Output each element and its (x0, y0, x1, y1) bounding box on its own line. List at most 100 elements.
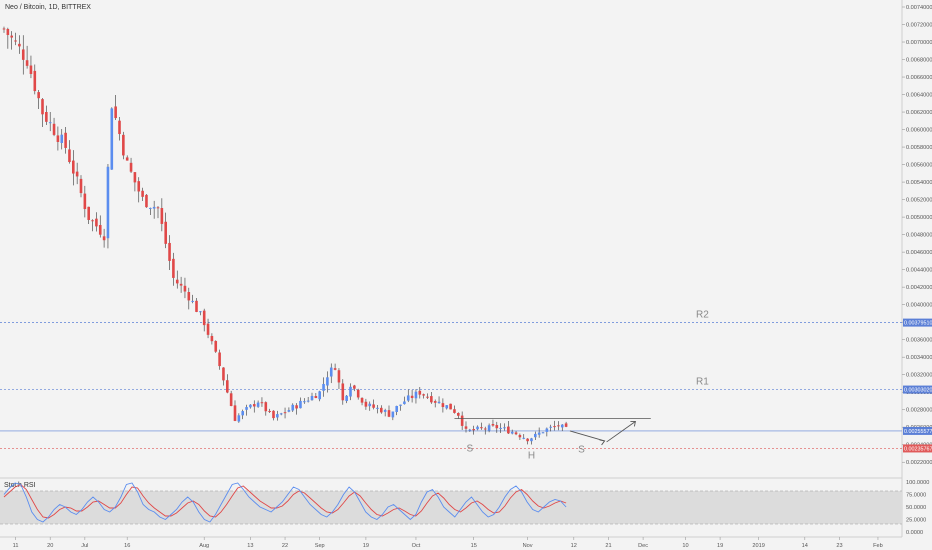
candle-down (168, 242, 171, 261)
candle-down (218, 352, 221, 367)
candle-down (353, 385, 356, 389)
candle-down (553, 426, 556, 428)
candle-up (349, 386, 352, 397)
arrowhead (630, 421, 636, 427)
time-tick-label: 12 (571, 543, 577, 549)
candle-down (33, 70, 37, 92)
candle-down (495, 425, 499, 429)
candle-down (164, 221, 167, 244)
candle-up (249, 404, 252, 408)
candle-up (326, 377, 329, 386)
level-label-R2: R2 (696, 310, 709, 321)
candle-up (329, 367, 333, 377)
candle-up (303, 401, 306, 403)
candle-down (6, 29, 10, 35)
time-tick-label: Feb (873, 543, 883, 549)
candle-down (422, 394, 425, 396)
candle-down (187, 292, 191, 301)
candle-up (534, 433, 537, 438)
candle-down (518, 435, 522, 438)
candle-down (356, 389, 360, 398)
candle-up (399, 404, 402, 406)
candle-down (364, 401, 368, 407)
candle-down (21, 49, 25, 60)
candle-down (557, 425, 560, 427)
candle-up (376, 407, 379, 409)
candle-down (145, 194, 148, 208)
stoch-rsi-tick-label: 50.0000 (906, 505, 926, 511)
candle-up (383, 410, 387, 412)
candle-up (345, 395, 348, 402)
candle-up (106, 166, 110, 239)
candle-down (283, 412, 287, 414)
candle-down (252, 404, 256, 407)
time-tick-label: Jul (81, 543, 88, 549)
candle-up (276, 414, 279, 418)
candle-down (141, 190, 144, 197)
candle-down (341, 383, 345, 401)
arrowhead (599, 439, 606, 446)
candle-down (457, 412, 460, 416)
pattern-label: S (578, 445, 585, 456)
candle-down (214, 340, 218, 352)
candle-down (483, 428, 487, 430)
candle-down (507, 426, 510, 434)
candle-down (68, 149, 71, 163)
stoch-rsi-title: Stoch RSI (4, 482, 36, 489)
candle-up (395, 405, 398, 413)
candle-down (387, 410, 391, 417)
candle-up (368, 403, 372, 407)
candle-up (291, 404, 295, 411)
time-tick-label: Aug (199, 543, 209, 549)
candle-up (437, 401, 441, 404)
candle-down (45, 112, 48, 122)
candle-down (114, 106, 117, 119)
level-label-R1: R1 (696, 377, 709, 388)
chart-title: Neo / Bitcoin, 1D, BITTREX (5, 4, 91, 11)
candle-down (183, 285, 187, 292)
candle-up (310, 395, 314, 401)
candle-up (287, 410, 291, 412)
stoch-rsi-tick-label: 0.0000 (906, 530, 923, 536)
candle-down (91, 220, 94, 222)
candle-down (426, 396, 429, 398)
candle-up (545, 428, 549, 432)
candle-up (537, 432, 541, 435)
candle-down (75, 171, 79, 177)
candle-down (433, 401, 437, 403)
time-tick-label: 21 (605, 543, 611, 549)
time-axis[interactable]: 11 20 Jul 16 Aug 13 22 Sep 19 Oct 15 Nov 12 21 Dec 10 19… (13, 537, 883, 549)
candle-down (175, 279, 179, 284)
candle-up (503, 427, 506, 429)
candle-down (102, 236, 106, 241)
candle-down (98, 224, 102, 235)
candle-down (25, 60, 29, 66)
candle-down (449, 403, 452, 410)
level-price-label-current: 0.00255577 (904, 429, 932, 435)
candle-up (487, 425, 491, 431)
candle-up (522, 437, 526, 439)
level-price-label-low: 0.00235767 (904, 446, 932, 452)
candle-down (410, 395, 414, 399)
candle-down (56, 135, 60, 142)
candle-up (110, 108, 114, 170)
candle-down (18, 43, 21, 47)
candle-down (83, 193, 87, 210)
candle-up (510, 431, 514, 434)
candle-down (441, 403, 445, 408)
stoch-rsi-k-line (3, 482, 567, 523)
time-tick-label: 13 (247, 543, 253, 549)
stoch-rsi-tick-label: 25.0000 (906, 518, 926, 524)
